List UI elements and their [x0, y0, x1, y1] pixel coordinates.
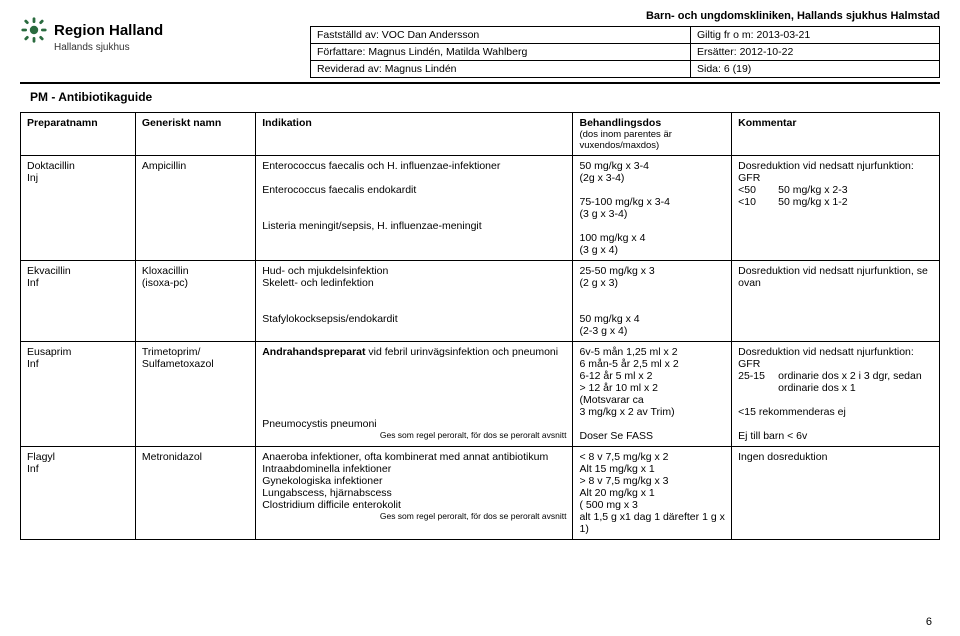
meta-ersatter: Ersätter: 2012-10-22: [691, 44, 940, 61]
cell-indikation: Enterococcus faecalis och H. influenzae-…: [256, 156, 573, 261]
table-header-row: Preparatnamn Generiskt namn Indikation B…: [21, 113, 940, 156]
divider: [20, 82, 940, 84]
cell-kommentar: Dosreduktion vid nedsatt njurfunktion, s…: [732, 261, 940, 342]
cell-kommentar: Ingen dosreduktion: [732, 447, 940, 540]
pm-title: PM - Antibiotikaguide: [30, 90, 940, 104]
cell-generiskt: Ampicillin: [135, 156, 255, 261]
cell-preparat: EusaprimInf: [21, 342, 136, 447]
th-generiskt: Generiskt namn: [135, 113, 255, 156]
cell-dos: 6v-5 mån 1,25 ml x 26 mån-5 år 2,5 ml x …: [573, 342, 732, 447]
cell-indikation: Andrahandspreparat vid febril urinvägsin…: [256, 342, 573, 447]
cell-generiskt: Metronidazol: [135, 447, 255, 540]
th-behandling-label: Behandlingsdos: [579, 117, 661, 129]
cell-indikation: Anaeroba infektioner, ofta kombinerat me…: [256, 447, 573, 540]
cell-indikation: Hud- och mjukdelsinfektionSkelett- och l…: [256, 261, 573, 342]
cell-dos: < 8 v 7,5 mg/kg x 2Alt 15 mg/kg x 1> 8 v…: [573, 447, 732, 540]
main-table: Preparatnamn Generiskt namn Indikation B…: [20, 112, 940, 540]
cell-generiskt: Kloxacillin(isoxa-pc): [135, 261, 255, 342]
logo-region-text: Region Halland: [54, 23, 163, 38]
th-kommentar: Kommentar: [732, 113, 940, 156]
th-behandling-sub: (dos inom parentes är vuxendos/maxdos): [579, 129, 725, 151]
region-logo-icon: [20, 16, 48, 44]
meta-giltig: Giltig fr o m: 2013-03-21: [691, 27, 940, 44]
cell-preparat: DoktacillinInj: [21, 156, 136, 261]
cell-dos: 25-50 mg/kg x 3(2 g x 3)50 mg/kg x 4(2-3…: [573, 261, 732, 342]
cell-preparat: FlagylInf: [21, 447, 136, 540]
th-preparat: Preparatnamn: [21, 113, 136, 156]
table-row: FlagylInfMetronidazolAnaeroba infektione…: [21, 447, 940, 540]
meta-table: Fastställd av: VOC Dan Andersson Giltig …: [310, 26, 940, 78]
cell-dos: 50 mg/kg x 3-4(2g x 3-4)75-100 mg/kg x 3…: [573, 156, 732, 261]
table-row: EusaprimInfTrimetoprim/SulfametoxazolAnd…: [21, 342, 940, 447]
table-row: DoktacillinInjAmpicillinEnterococcus fae…: [21, 156, 940, 261]
cell-kommentar: Dosreduktion vid nedsatt njurfunktion: G…: [732, 156, 940, 261]
meta-forfattare: Författare: Magnus Lindén, Matilda Wahlb…: [311, 44, 691, 61]
meta-reviderad: Reviderad av: Magnus Lindén: [311, 61, 691, 78]
cell-generiskt: Trimetoprim/Sulfametoxazol: [135, 342, 255, 447]
logo: Region Halland: [20, 16, 163, 44]
meta-faststalld: Fastställd av: VOC Dan Andersson: [311, 27, 691, 44]
logo-sub-text: Hallands sjukhus: [54, 42, 163, 53]
page-number: 6: [926, 616, 932, 628]
th-indikation: Indikation: [256, 113, 573, 156]
cell-preparat: EkvacillinInf: [21, 261, 136, 342]
meta-sida: Sida: 6 (19): [691, 61, 940, 78]
table-row: EkvacillinInfKloxacillin(isoxa-pc)Hud- o…: [21, 261, 940, 342]
clinic-name: Barn- och ungdomskliniken, Hallands sjuk…: [163, 10, 940, 22]
cell-kommentar: Dosreduktion vid nedsatt njurfunktion: G…: [732, 342, 940, 447]
th-behandling: Behandlingsdos (dos inom parentes är vux…: [573, 113, 732, 156]
